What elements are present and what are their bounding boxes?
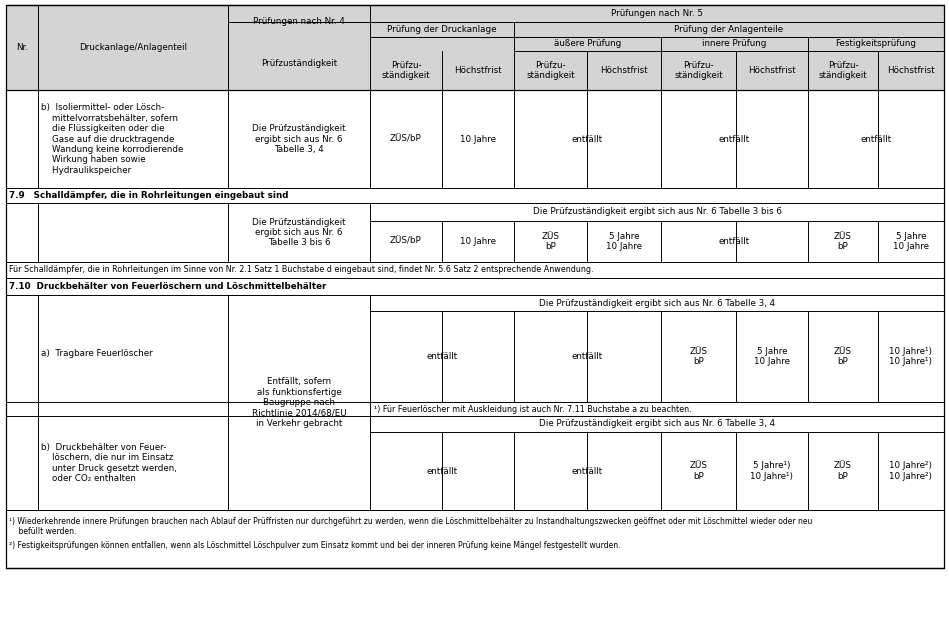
Text: Die Prüfzuständigkeit
ergibt sich aus Nr. 6
Tabelle 3 bis 6: Die Prüfzuständigkeit ergibt sich aus Nr… (252, 217, 345, 247)
Text: ZÜS
bP: ZÜS bP (834, 347, 852, 366)
Text: Prüfzuständigkeit: Prüfzuständigkeit (261, 59, 337, 68)
Text: ZÜS
bP: ZÜS bP (834, 462, 852, 481)
Text: Festigkeitsprüfung: Festigkeitsprüfung (835, 40, 917, 49)
Bar (6, 278, 944, 295)
Text: Höchstfrist: Höchstfrist (455, 66, 502, 75)
Text: entfällt: entfällt (719, 135, 750, 144)
Text: a)  Tragbare Feuerlöscher: a) Tragbare Feuerlöscher (41, 349, 153, 358)
Text: Für Schalldämpfer, die in Rohrleitungen im Sinne von Nr. 2.1 Satz 1 Buchstabe d : Für Schalldämpfer, die in Rohrleitungen … (9, 265, 593, 274)
Bar (6, 416, 944, 510)
Text: entfällt: entfällt (572, 135, 603, 144)
Text: ¹) Wiederkehrende innere Prüfungen brauchen nach Ablauf der Prüffristen nur durc: ¹) Wiederkehrende innere Prüfungen brauc… (9, 517, 812, 526)
Text: ¹) Für Feuerlöscher mit Auskleidung ist auch Nr. 7.11 Buchstabe a zu beachten.: ¹) Für Feuerlöscher mit Auskleidung ist … (374, 404, 692, 413)
Text: 10 Jahre²)
10 Jahre²): 10 Jahre²) 10 Jahre²) (889, 462, 933, 481)
Text: entfällt: entfällt (572, 467, 603, 476)
Text: Die Prüfzuständigkeit ergibt sich aus Nr. 6 Tabelle 3, 4: Die Prüfzuständigkeit ergibt sich aus Nr… (539, 299, 775, 308)
Text: entfällt: entfällt (426, 467, 457, 476)
Text: 7.10  Druckbehälter von Feuerlöschern und Löschmittelbehälter: 7.10 Druckbehälter von Feuerlöschern und… (9, 282, 326, 291)
Text: 5 Jahre
10 Jahre: 5 Jahre 10 Jahre (754, 347, 790, 366)
Text: ZÜS
bP: ZÜS bP (834, 232, 852, 251)
Text: Prüfung der Druckanlage: Prüfung der Druckanlage (387, 25, 496, 34)
Text: ZÜS
bP: ZÜS bP (690, 347, 708, 366)
Text: Druckanlage/Anlagenteil: Druckanlage/Anlagenteil (79, 43, 187, 52)
Text: Prüfzu-
ständigkeit: Prüfzu- ständigkeit (381, 61, 430, 80)
Bar (6, 510, 944, 568)
Text: entfällt: entfällt (861, 135, 891, 144)
Text: 10 Jahre¹)
10 Jahre¹): 10 Jahre¹) 10 Jahre¹) (889, 347, 933, 366)
Text: Prüfzu-
ständigkeit: Prüfzu- ständigkeit (674, 61, 723, 80)
Text: Prüfung der Anlagenteile: Prüfung der Anlagenteile (675, 25, 784, 34)
Text: 10 Jahre: 10 Jahre (460, 135, 496, 144)
Text: 5 Jahre
10 Jahre: 5 Jahre 10 Jahre (893, 232, 929, 251)
Text: b)  Druckbehälter von Feuer-
    löschern, die nur im Einsatz
    unter Druck ge: b) Druckbehälter von Feuer- löschern, di… (41, 443, 177, 483)
Bar (6, 402, 370, 416)
Text: innere Prüfung: innere Prüfung (702, 40, 767, 49)
Text: Die Prüfzuständigkeit ergibt sich aus Nr. 6 Tabelle 3 bis 6: Die Prüfzuständigkeit ergibt sich aus Nr… (532, 208, 781, 217)
Bar (6, 188, 944, 203)
Text: b)  Isoliermittel- oder Lösch-
    mittelvorratsbehälter, sofern
    die Flüssig: b) Isoliermittel- oder Lösch- mittelvorr… (41, 103, 183, 175)
Bar (370, 402, 944, 416)
Text: ZÜS
bP: ZÜS bP (542, 232, 560, 251)
Bar (6, 5, 944, 90)
Bar (6, 90, 944, 188)
Text: 5 Jahre
10 Jahre: 5 Jahre 10 Jahre (606, 232, 642, 251)
Text: entfällt: entfällt (572, 352, 603, 361)
Text: befüllt werden.: befüllt werden. (9, 528, 76, 537)
Text: Höchstfrist: Höchstfrist (600, 66, 648, 75)
Text: Die Prüfzuständigkeit
ergibt sich aus Nr. 6
Tabelle 3, 4: Die Prüfzuständigkeit ergibt sich aus Nr… (252, 124, 345, 154)
Text: Höchstfrist: Höchstfrist (887, 66, 935, 75)
Text: 7.9   Schalldämpfer, die in Rohrleitungen eingebaut sind: 7.9 Schalldämpfer, die in Rohrleitungen … (9, 191, 288, 200)
Text: ZÜS/bP: ZÜS/bP (390, 135, 422, 144)
Text: Die Prüfzuständigkeit ergibt sich aus Nr. 6 Tabelle 3, 4: Die Prüfzuständigkeit ergibt sich aus Nr… (539, 419, 775, 428)
Text: Nr.: Nr. (16, 43, 28, 52)
Text: Prüfzu-
ständigkeit: Prüfzu- ständigkeit (819, 61, 867, 80)
Bar (6, 203, 944, 262)
Text: Höchstfrist: Höchstfrist (748, 66, 796, 75)
Text: 5 Jahre¹)
10 Jahre¹): 5 Jahre¹) 10 Jahre¹) (751, 462, 793, 481)
Bar (6, 5, 944, 568)
Text: entfällt: entfällt (719, 237, 750, 246)
Text: Prüfungen nach Nr. 5: Prüfungen nach Nr. 5 (611, 9, 703, 18)
Text: ZÜS
bP: ZÜS bP (690, 462, 708, 481)
Text: 10 Jahre: 10 Jahre (460, 237, 496, 246)
Text: äußere Prüfung: äußere Prüfung (554, 40, 622, 49)
Bar (6, 262, 944, 278)
Text: ²) Festigkeitsprüfungen können entfallen, wenn als Löschmittel Löschpulver zum E: ²) Festigkeitsprüfungen können entfallen… (9, 540, 621, 549)
Text: Prüfzu-
ständigkeit: Prüfzu- ständigkeit (526, 61, 575, 80)
Text: Prüfungen nach Nr. 4: Prüfungen nach Nr. 4 (253, 17, 344, 26)
Text: Entfällt, sofern
als funktionsfertige
Baugruppe nach
Richtlinie 2014/68/EU
in Ve: Entfällt, sofern als funktionsfertige Ba… (251, 377, 346, 428)
Text: ZÜS/bP: ZÜS/bP (390, 237, 422, 246)
Bar (6, 295, 944, 402)
Text: entfällt: entfällt (426, 352, 457, 361)
